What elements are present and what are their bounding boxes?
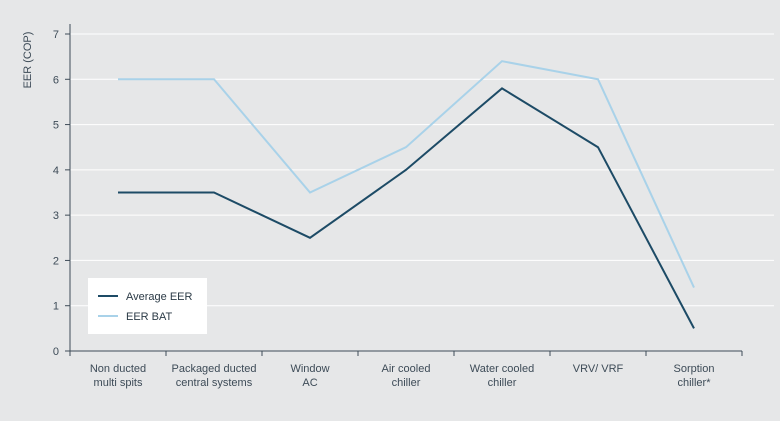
y-axis-title: EER (COP) [22,32,34,89]
series-line-eer-bat [118,60,695,289]
x-tick-label-2: Window AC [290,363,329,389]
legend-label-eer-bat: EER BAT [126,311,173,323]
series-lines [118,60,695,329]
axes [65,24,743,356]
legend-box [88,278,207,334]
x-tick-label-3: Air cooled chiller [382,363,431,389]
y-tick-label-6: 6 [53,74,59,86]
y-tick-label-4: 4 [53,165,59,177]
legend-label-average-eer: Average EER [126,291,193,303]
legend: Average EER EER BAT [88,278,207,334]
y-tick-label-5: 5 [53,120,59,132]
x-tick-label-5: VRV/ VRF [573,363,624,375]
y-tick-label-1: 1 [53,301,59,313]
y-tick-labels: 0 1 2 3 4 5 6 7 [53,29,59,358]
gridlines [70,33,774,307]
series-line-average-eer [118,87,695,329]
x-tick-label-4: Water cooled chiller [470,363,534,389]
y-tick-label-7: 7 [53,29,59,41]
x-tick-label-6: Sorption chiller* [674,363,715,389]
y-tick-label-3: 3 [53,210,59,222]
x-tick-label-0: Non ducted multi spits [90,363,146,389]
x-tick-label-1: Packaged ducted central systems [171,363,256,389]
y-tick-label-2: 2 [53,255,59,267]
x-tick-labels: Non ducted multi spits Packaged ducted cent… [90,363,715,389]
y-tick-label-0: 0 [53,346,59,358]
